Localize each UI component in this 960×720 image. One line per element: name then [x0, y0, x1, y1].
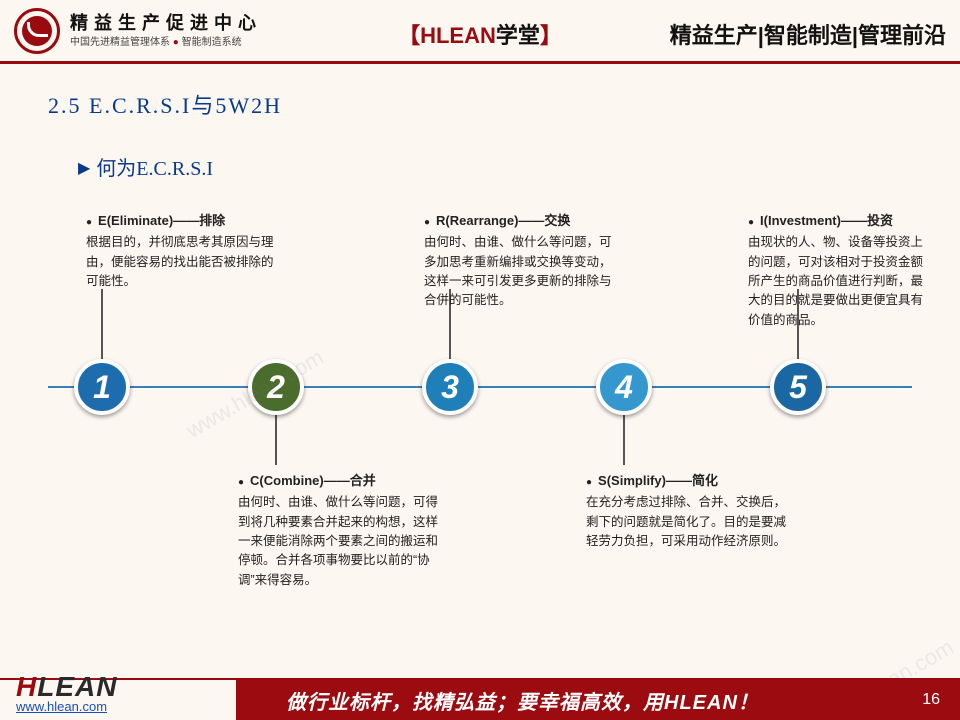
section-sub: ▶ 何为E.C.R.S.I [78, 152, 912, 181]
footer-logo: HLEAN www.hlean.com [16, 671, 117, 714]
content: 2.5 E.C.R.S.I与5W2H ▶ 何为E.C.R.S.I 1 2 3 4 … [0, 64, 960, 631]
section-sub-text: 何为E.C.R.S.I [96, 158, 213, 180]
step-1: 1 [74, 359, 130, 415]
box-title: C(Combine)——合并 [238, 471, 438, 491]
box-title: S(Simplify)——简化 [586, 471, 786, 491]
slogan-c: ！ [738, 692, 759, 714]
ecrsi-diagram: 1 2 3 4 5 E(Eliminate)——排除 根据目的，并彻底思考其原因… [48, 211, 912, 631]
box-body: 在充分考虑过排除、合并、交换后，剩下的问题就是简化了。目的是要减轻劳力负担，可采… [586, 493, 786, 551]
triangle-icon: ▶ [78, 158, 90, 178]
box-investment: I(Investment)——投资 由现状的人、物、设备等投资上的问题，可对该相… [748, 211, 928, 330]
box-body: 由何时、由谁、做什么等问题，可得到将几种要素合并起来的构想，这样一来便能消除两个… [238, 493, 438, 590]
box-body: 根据目的，并彻底思考其原因与理由，便能容易的找出能否被排除的可能性。 [86, 233, 276, 291]
step-4: 4 [596, 359, 652, 415]
box-body: 由现状的人、物、设备等投资上的问题，可对该相对于投资金额所产生的商品价值进行判断… [748, 233, 928, 330]
connector-2 [275, 415, 277, 465]
box-eliminate: E(Eliminate)——排除 根据目的，并彻底思考其原因与理由，便能容易的找… [86, 211, 276, 291]
box-combine: C(Combine)——合并 由何时、由谁、做什么等问题，可得到将几种要素合并起… [238, 471, 438, 590]
box-title: E(Eliminate)——排除 [86, 211, 276, 231]
page-number: 16 [922, 691, 940, 709]
box-body: 由何时、由谁、做什么等问题，可多加思考重新编排或交换等变动，这样一来可引发更多更… [424, 233, 620, 311]
box-title: I(Investment)——投资 [748, 211, 928, 231]
footer: HLEAN www.hlean.com 做行业标杆，找精弘益；要幸福高效，用HL… [0, 664, 960, 720]
slogan-b: HLEAN [664, 692, 738, 714]
connector-4 [623, 415, 625, 465]
center-h: HLEAN [420, 23, 496, 48]
slogan-a: 做行业标杆，找精弘益；要幸福高效，用 [286, 692, 664, 714]
box-simplify: S(Simplify)——简化 在充分考虑过排除、合并、交换后，剩下的问题就是简… [586, 471, 786, 551]
logo-rest: LEAN [37, 671, 117, 702]
bracket-open: 【 [398, 23, 420, 48]
step-3: 3 [422, 359, 478, 415]
box-rearrange: R(Rearrange)——交换 由何时、由谁、做什么等问题，可多加思考重新编排… [424, 211, 620, 311]
header: 精益生产促进中心 中国先进精益管理体系 ● 智能制造系统 【HLEAN学堂】 精… [0, 0, 960, 64]
box-title: R(Rearrange)——交换 [424, 211, 620, 231]
step-2: 2 [248, 359, 304, 415]
right-title: 精益生产|智能制造|管理前沿 [670, 18, 946, 50]
connector-1 [101, 289, 103, 359]
section-number: 2.5 E.C.R.S.I与5W2H [48, 88, 912, 120]
bracket-close: 】 [540, 23, 562, 48]
logo-h: H [16, 671, 37, 702]
footer-bar: 做行业标杆，找精弘益；要幸福高效，用HLEAN！ 16 [236, 680, 960, 720]
step-5: 5 [770, 359, 826, 415]
slogan: 做行业标杆，找精弘益；要幸福高效，用HLEAN！ [286, 686, 759, 715]
center-text: 学堂 [496, 23, 540, 48]
footer-url: www.hlean.com [16, 699, 117, 714]
